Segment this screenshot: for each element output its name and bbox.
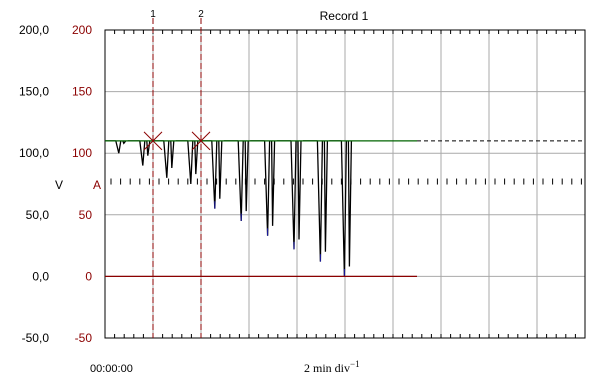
y-tick-label-voltage: 150,0 bbox=[19, 85, 49, 99]
y-tick-label-voltage: 100,0 bbox=[19, 146, 49, 160]
y-tick-label-voltage: 200,0 bbox=[19, 23, 49, 37]
y-tick-label-voltage: -50,0 bbox=[22, 331, 50, 345]
y-tick-label-current: -50 bbox=[75, 331, 93, 345]
y-unit-voltage: V bbox=[55, 178, 63, 192]
y-tick-label-current: 150 bbox=[72, 85, 92, 99]
time-origin: 00:00:00 bbox=[90, 363, 133, 375]
y-tick-label-current: 0 bbox=[85, 269, 92, 283]
chart-title: Record 1 bbox=[320, 9, 369, 23]
cursor-label: 1 bbox=[150, 9, 156, 20]
y-tick-label-voltage: 0,0 bbox=[32, 269, 49, 283]
x-axis-label-exponent: −1 bbox=[350, 359, 360, 369]
y-tick-label-current: 50 bbox=[79, 208, 93, 222]
cursor-label: 2 bbox=[198, 9, 204, 20]
x-axis-label-text: 2 min div bbox=[304, 361, 350, 375]
y-ticks-current: 200 150 100 50 0 -50 bbox=[72, 23, 92, 345]
traces bbox=[105, 140, 585, 277]
y-tick-label-voltage: 50,0 bbox=[26, 208, 50, 222]
y-tick-label-current: 100 bbox=[72, 146, 92, 160]
y-unit-current: A bbox=[93, 178, 101, 192]
y-ticks-voltage: 200,0 150,0 100,0 50,0 0,0 -50,0 bbox=[19, 23, 49, 345]
plot-frame bbox=[104, 29, 586, 339]
x-axis-label: 2 min div−1 bbox=[304, 359, 360, 375]
cursor-marker bbox=[143, 131, 163, 151]
y-tick-label-current: 200 bbox=[72, 23, 92, 37]
cursor-marker bbox=[191, 131, 211, 151]
